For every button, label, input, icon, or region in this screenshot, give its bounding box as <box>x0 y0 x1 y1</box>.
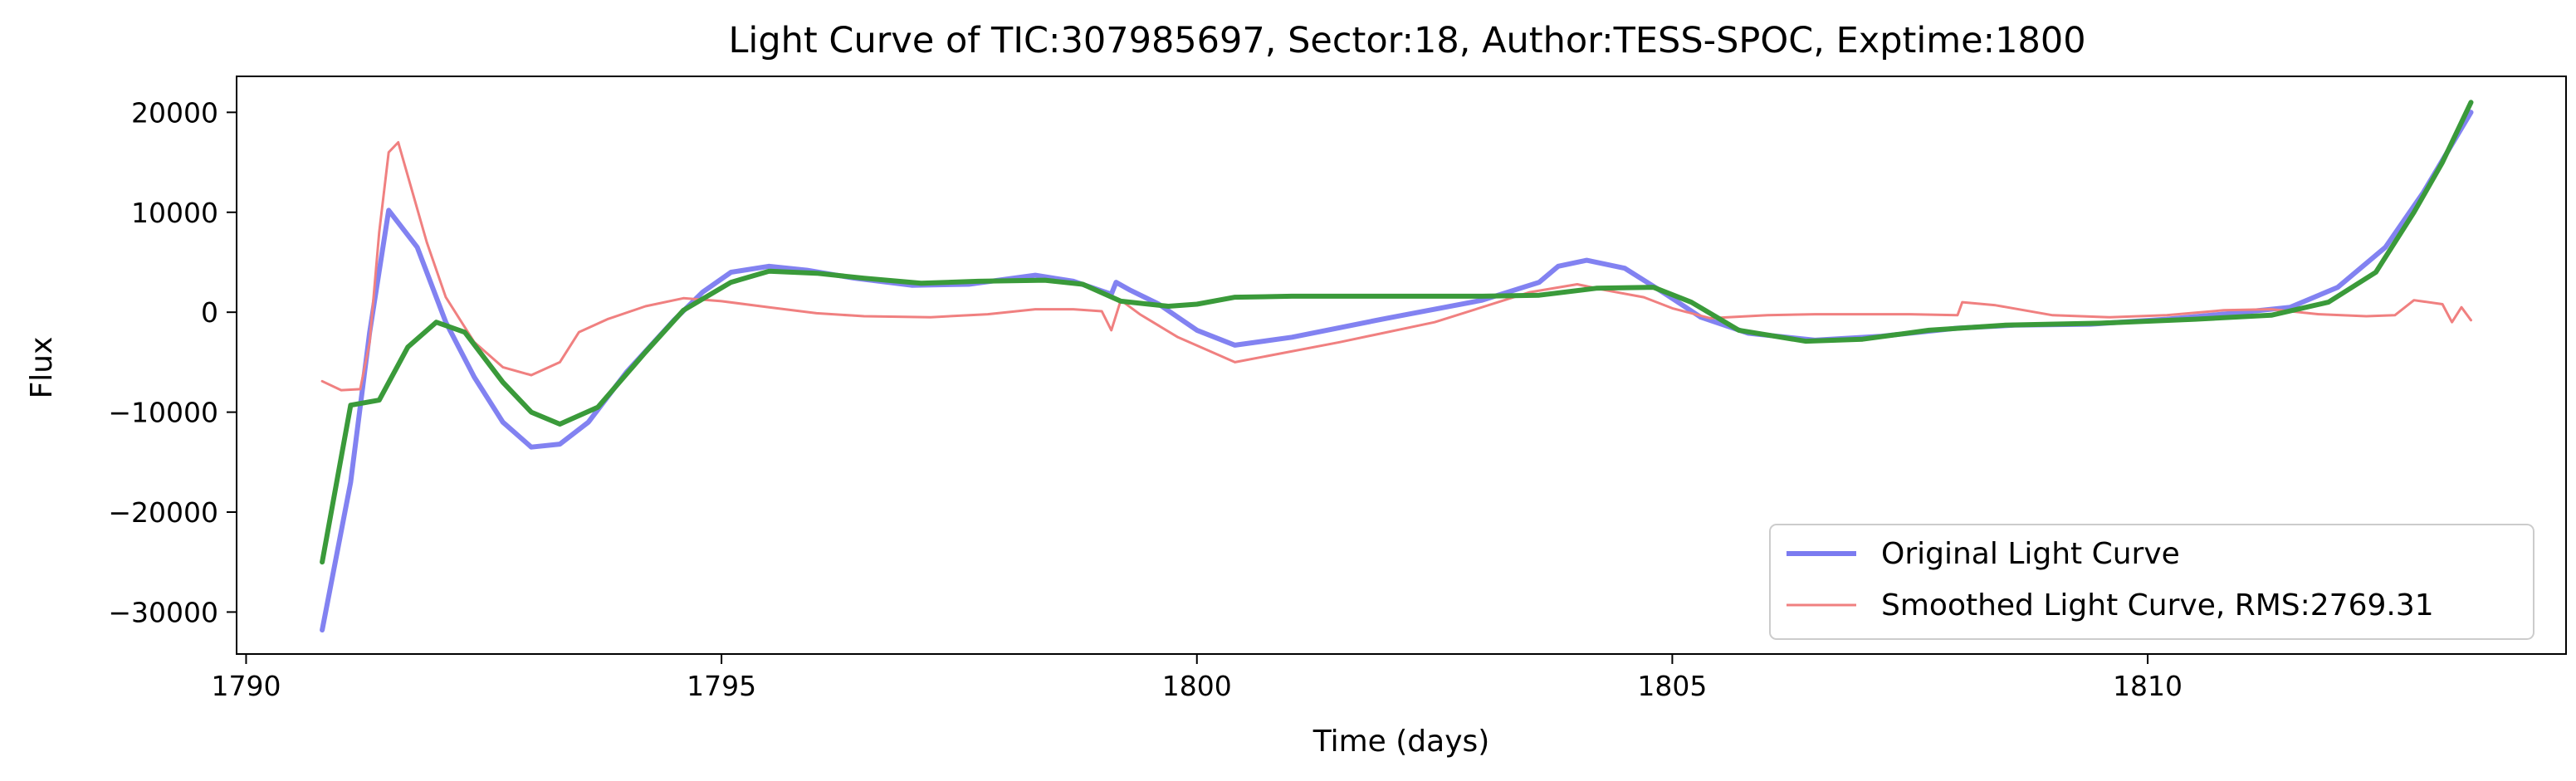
x-tick-label: 1790 <box>211 670 281 702</box>
x-tick-label: 1810 <box>2113 670 2183 702</box>
chart-title: Light Curve of TIC:307985697, Sector:18,… <box>728 20 2085 61</box>
x-axis: 1790 1795 1800 1805 1810 <box>211 654 2183 702</box>
y-tick-label: −30000 <box>108 596 218 628</box>
legend-label-smoothed: Smoothed Light Curve, RMS:2769.31 <box>1881 588 2434 622</box>
series-layer <box>320 100 2474 633</box>
legend-box <box>1769 524 2534 640</box>
x-tick-label: 1800 <box>1162 670 1232 702</box>
x-axis-label: Time (days) <box>1312 725 1490 759</box>
y-tick-label: 0 <box>201 296 218 329</box>
y-axis-label: Flux <box>25 337 59 399</box>
y-tick-label: 20000 <box>131 96 218 129</box>
y-axis: −30000 −20000 −10000 0 10000 20000 <box>108 96 237 628</box>
y-tick-label: 10000 <box>131 197 218 229</box>
series-line-smoothed <box>320 141 2472 392</box>
y-tick-label: −20000 <box>108 496 218 529</box>
x-tick-label: 1805 <box>1637 670 1707 702</box>
x-tick-label: 1795 <box>687 670 756 702</box>
series-line-fit <box>320 100 2474 565</box>
y-tick-label: −10000 <box>108 397 218 429</box>
legend-label-original: Original Light Curve <box>1881 537 2180 571</box>
plot-frame <box>236 76 2567 655</box>
legend: Original Light Curve Smoothed Light Curv… <box>1769 524 2534 640</box>
